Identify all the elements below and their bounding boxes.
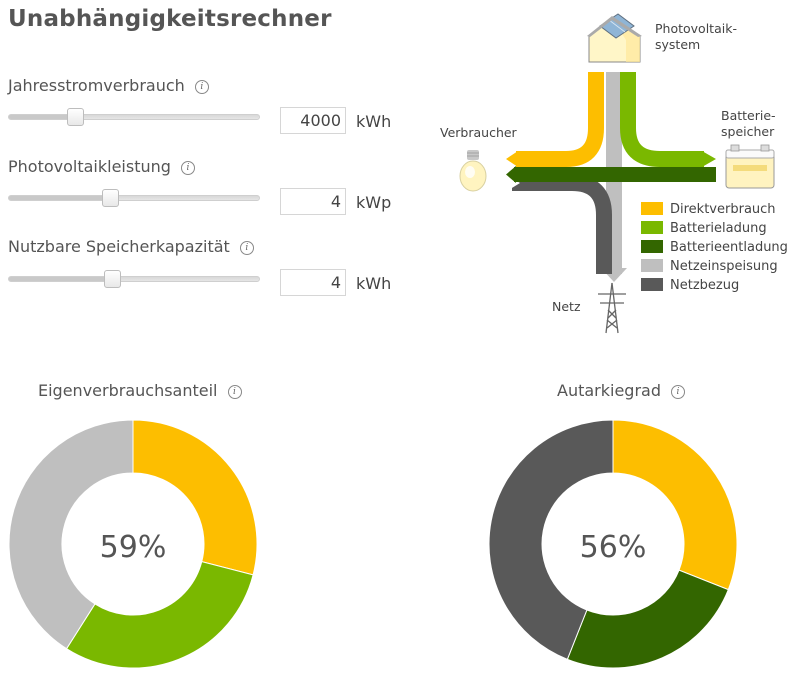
pv-power-input[interactable]: 4 xyxy=(280,188,346,215)
flow-battery-discharge-tail xyxy=(716,167,722,182)
flow-direct-consumption xyxy=(516,72,604,167)
consumption-label: Jahresstromverbrauch i xyxy=(8,76,209,95)
legend-item: Netzbezug xyxy=(641,278,788,297)
pv-system-label: Photovoltaik-system xyxy=(655,21,737,52)
donut-slice-batterieladung xyxy=(65,561,254,669)
slider-fill xyxy=(9,277,113,281)
slider-fill xyxy=(9,196,110,200)
flow-battery-discharge-arrow xyxy=(506,166,516,183)
legend-item: Netzeinspeisung xyxy=(641,259,788,278)
donut-slice-batterieentladung xyxy=(566,569,729,669)
self-consumption-title: Eigenverbrauchsanteil i xyxy=(38,381,242,400)
legend-swatch xyxy=(641,240,663,253)
page-title: Unabhängigkeitsrechner xyxy=(8,6,332,32)
autarky-title: Autarkiegrad i xyxy=(557,381,685,400)
legend-item: Batterieentladung xyxy=(641,240,788,259)
info-icon[interactable]: i xyxy=(180,161,195,175)
storage-capacity-input[interactable]: 4 xyxy=(280,269,346,296)
flow-grid-draw xyxy=(512,175,612,274)
consumer-label: Verbraucher xyxy=(440,125,517,140)
house-solar-icon xyxy=(587,13,642,63)
storage-capacity-label: Nutzbare Speicherkapazität i xyxy=(8,237,254,256)
legend-swatch xyxy=(641,259,663,272)
storage-capacity-unit: kWh xyxy=(356,274,392,293)
donut-center-value: 56% xyxy=(580,530,647,565)
info-icon[interactable]: i xyxy=(194,80,209,94)
grid-label: Netz xyxy=(552,299,581,314)
legend-item: Direktverbrauch xyxy=(641,202,788,221)
storage-capacity-slider[interactable] xyxy=(8,270,260,288)
flow-battery-charge-arrow xyxy=(702,151,716,167)
consumption-slider[interactable] xyxy=(8,108,260,126)
legend-swatch xyxy=(641,278,663,291)
donut-center-value: 59% xyxy=(100,530,167,565)
self-consumption-donut: 59% xyxy=(8,420,258,669)
flow-direct-consumption-arrow xyxy=(506,151,518,167)
slider-handle[interactable] xyxy=(101,189,119,207)
legend-item: Batterieladung xyxy=(641,221,788,240)
flow-battery-charge xyxy=(620,72,704,167)
donut-slice-netzeinspeisung xyxy=(8,420,134,650)
flow-arrow-tails xyxy=(586,64,638,72)
pv-power-label: Photovoltaikleistung i xyxy=(8,157,195,176)
autarky-donut: 56% xyxy=(488,420,738,669)
donut-slice-netzbezug xyxy=(488,420,614,660)
legend: Direktverbrauch Batterieladung Batteriee… xyxy=(641,202,788,297)
power-pylon-icon xyxy=(598,282,626,334)
pv-power-slider[interactable] xyxy=(8,189,260,207)
battery-icon xyxy=(725,144,775,189)
slider-fill xyxy=(9,115,75,119)
consumption-unit: kWh xyxy=(356,112,392,131)
battery-label: Batterie-speicher xyxy=(721,108,776,139)
info-icon[interactable]: i xyxy=(671,385,685,399)
legend-swatch xyxy=(641,202,663,215)
info-icon[interactable]: i xyxy=(227,385,242,399)
consumption-input[interactable]: 4000 xyxy=(280,107,346,134)
slider-handle[interactable] xyxy=(66,108,84,126)
flow-grid-draw-arrow xyxy=(507,175,520,191)
donut-slice-direktverbrauch xyxy=(612,420,738,591)
flow-battery-discharge xyxy=(514,167,716,182)
slider-handle[interactable] xyxy=(104,270,122,288)
donut-slice-direktverbrauch xyxy=(132,420,258,576)
legend-swatch xyxy=(641,221,663,234)
pv-power-unit: kWp xyxy=(356,193,392,212)
light-bulb-icon xyxy=(459,150,487,192)
info-icon[interactable]: i xyxy=(239,241,254,255)
